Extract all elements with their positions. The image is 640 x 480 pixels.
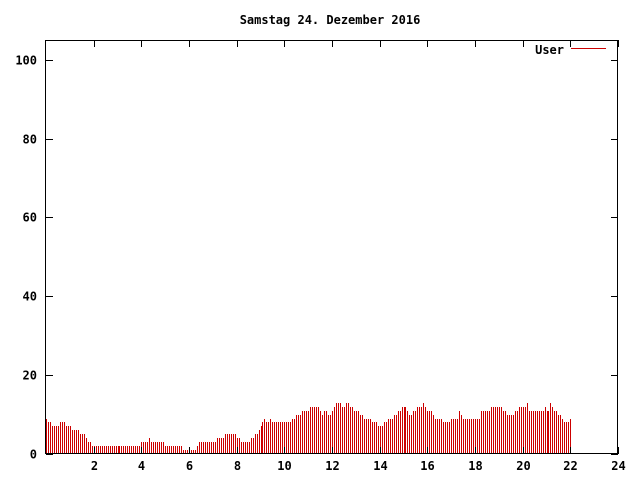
y-tick-label: 100	[15, 54, 37, 68]
x-tick-label: 6	[186, 459, 193, 473]
plot-frame	[45, 40, 618, 454]
legend-label-user: User	[535, 43, 564, 57]
y-tick-label: 20	[23, 369, 37, 383]
x-tick-label: 24	[611, 459, 625, 473]
y-tick-label: 60	[23, 211, 37, 225]
x-tick-label: 14	[373, 459, 387, 473]
legend: User	[535, 43, 606, 57]
y-tick-label: 80	[23, 133, 37, 147]
x-tick-label: 12	[325, 459, 339, 473]
x-tick-label: 2	[91, 459, 98, 473]
y-tick-label: 0	[30, 448, 37, 462]
x-tick-label: 22	[563, 459, 577, 473]
x-tick-label: 18	[468, 459, 482, 473]
chart-title: Samstag 24. Dezember 2016	[240, 13, 421, 27]
x-tick-label: 8	[234, 459, 241, 473]
x-axis: 2 4 6 8 10 12 14 16 18 20 22 24	[91, 40, 626, 473]
x-tick-label: 20	[516, 459, 530, 473]
x-tick-label: 4	[138, 459, 145, 473]
y-tick-label: 40	[23, 290, 37, 304]
x-tick-label: 10	[277, 459, 291, 473]
y-axis: 0 20 40 60 80 100	[15, 54, 618, 462]
series-user	[46, 403, 571, 454]
x-tick-label: 16	[420, 459, 434, 473]
